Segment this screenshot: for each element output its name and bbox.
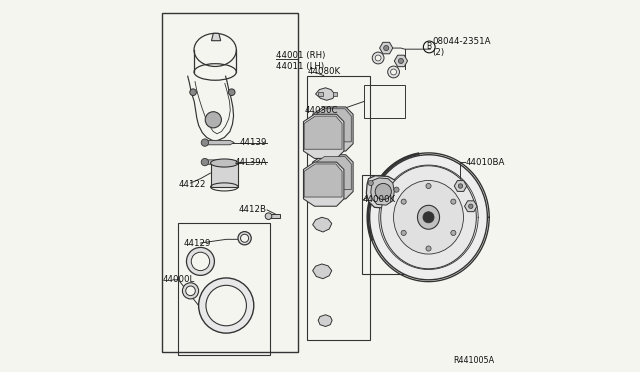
Bar	[269, 214, 280, 218]
Circle shape	[265, 213, 272, 219]
Circle shape	[238, 232, 252, 245]
Polygon shape	[318, 315, 332, 327]
Text: 44001 (RH)
44011 (LH): 44001 (RH) 44011 (LH)	[276, 51, 325, 71]
Polygon shape	[303, 162, 344, 206]
Text: B: B	[427, 42, 432, 51]
Polygon shape	[314, 109, 351, 142]
Polygon shape	[303, 114, 344, 158]
Ellipse shape	[394, 180, 463, 254]
Circle shape	[228, 89, 235, 96]
Polygon shape	[313, 217, 332, 232]
Circle shape	[388, 66, 399, 78]
Text: 44129: 44129	[183, 238, 211, 247]
Circle shape	[458, 184, 463, 188]
FancyArrow shape	[206, 160, 234, 164]
Polygon shape	[316, 88, 335, 100]
Circle shape	[201, 158, 209, 166]
Circle shape	[451, 230, 456, 235]
Circle shape	[398, 58, 403, 64]
Circle shape	[186, 286, 195, 296]
Polygon shape	[333, 92, 337, 96]
Text: R441005A: R441005A	[454, 356, 495, 365]
Text: 44139: 44139	[239, 138, 267, 147]
Circle shape	[198, 278, 254, 333]
Bar	[211, 163, 238, 187]
Polygon shape	[304, 116, 342, 149]
Circle shape	[368, 180, 373, 186]
Polygon shape	[454, 180, 467, 192]
Circle shape	[401, 230, 406, 235]
Circle shape	[468, 204, 473, 208]
Ellipse shape	[381, 166, 476, 269]
Text: 44030C: 44030C	[304, 106, 338, 115]
Ellipse shape	[417, 205, 440, 229]
Circle shape	[190, 89, 196, 96]
Circle shape	[205, 112, 221, 128]
Circle shape	[186, 247, 214, 275]
Polygon shape	[314, 157, 351, 190]
Ellipse shape	[211, 159, 238, 167]
Text: 08044-2351A
(2): 08044-2351A (2)	[432, 37, 491, 57]
Circle shape	[241, 234, 249, 242]
Text: 44000L: 44000L	[163, 275, 195, 284]
Text: 44000K: 44000K	[363, 195, 396, 205]
Polygon shape	[304, 164, 342, 197]
Circle shape	[451, 199, 456, 204]
Circle shape	[390, 69, 397, 75]
Circle shape	[182, 283, 198, 299]
Circle shape	[401, 199, 406, 204]
Circle shape	[426, 246, 431, 251]
Circle shape	[383, 45, 388, 51]
Polygon shape	[366, 176, 398, 208]
Ellipse shape	[370, 155, 488, 280]
Circle shape	[423, 212, 434, 223]
Polygon shape	[394, 55, 408, 67]
Text: 4412B: 4412B	[239, 205, 267, 214]
Polygon shape	[313, 155, 353, 199]
Circle shape	[191, 252, 210, 270]
Text: 44L39A: 44L39A	[234, 158, 267, 167]
Text: 44122: 44122	[179, 180, 206, 189]
Polygon shape	[371, 178, 394, 205]
Polygon shape	[313, 264, 332, 279]
Polygon shape	[318, 92, 323, 96]
Polygon shape	[211, 33, 221, 41]
Text: 44010BA: 44010BA	[465, 158, 505, 167]
Circle shape	[426, 183, 431, 189]
Circle shape	[372, 52, 384, 64]
Circle shape	[375, 183, 391, 200]
Polygon shape	[313, 107, 353, 151]
Text: 44080K: 44080K	[308, 67, 341, 77]
Polygon shape	[465, 201, 477, 212]
Circle shape	[201, 139, 209, 146]
FancyArrow shape	[206, 140, 234, 145]
Polygon shape	[380, 42, 393, 54]
Circle shape	[375, 55, 381, 61]
Circle shape	[206, 285, 246, 326]
Circle shape	[394, 187, 399, 192]
